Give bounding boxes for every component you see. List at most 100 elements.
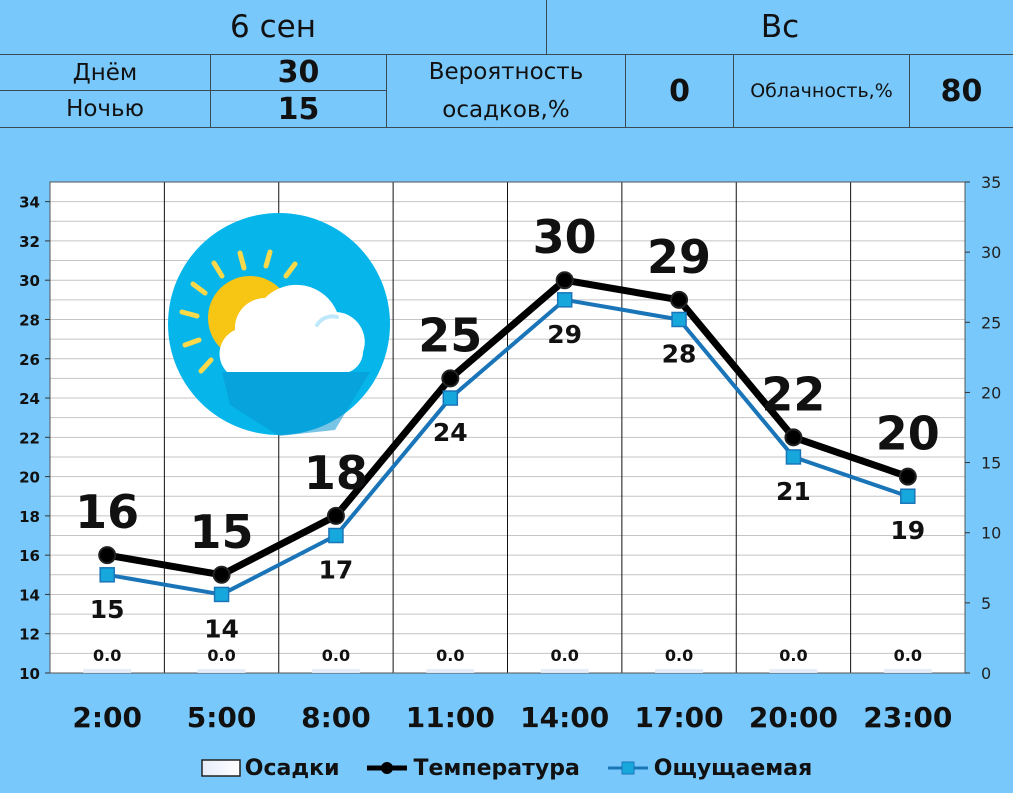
cloud-label: Облачность,% — [734, 55, 910, 128]
feels-like-data-label: 14 — [204, 614, 239, 643]
y-left-tick-label: 14 — [19, 586, 40, 604]
feels-like-marker — [785, 449, 802, 465]
day-value: 30 — [211, 55, 387, 91]
x-tick-label: 17:00 — [634, 701, 723, 734]
x-tick-label: 5:00 — [187, 701, 257, 734]
temperature-marker — [441, 369, 460, 388]
feels-like-data-label: 19 — [890, 516, 925, 545]
y-left-tick-label: 24 — [19, 390, 40, 408]
y-left-tick-label: 28 — [19, 311, 40, 329]
series — [83, 271, 932, 673]
day-label: Днём — [0, 55, 211, 91]
precip-label-line2: осадков,% — [442, 97, 570, 123]
y-left-tick-label: 16 — [19, 547, 40, 565]
precip-data-label: 0.0 — [93, 646, 121, 665]
y-right-tick-label: 0 — [981, 664, 991, 683]
y-right-tick-label: 25 — [981, 313, 1001, 332]
y-right-tick-label: 10 — [981, 524, 1001, 543]
header-table: 6 сен Вс Днём 30 Ночью 15 Вероятность ос… — [0, 0, 1013, 128]
temperature-data-label: 18 — [304, 446, 368, 500]
feels-like-data-label: 17 — [319, 556, 354, 585]
feels-like-data-label: 29 — [547, 320, 582, 349]
feels-like-line — [106, 297, 909, 597]
night-label: Ночью — [0, 91, 211, 128]
y-left-tick-label: 12 — [19, 626, 40, 644]
x-tick-label: 23:00 — [863, 701, 952, 734]
precip-bar — [540, 669, 589, 673]
y-left-tick-label: 22 — [19, 429, 40, 447]
precip-bar — [883, 669, 932, 673]
night-value: 15 — [211, 91, 387, 128]
legend-item-temp: Температура — [365, 755, 580, 781]
weekday-cell: Вс — [547, 0, 1013, 55]
temperature-marker — [212, 565, 231, 584]
feels-like-marker — [99, 567, 115, 583]
x-tick-label: 14:00 — [520, 701, 609, 734]
precip-data-label: 0.0 — [894, 646, 922, 665]
feels-like-data-label: 15 — [90, 595, 125, 624]
precip-data-label: 0.0 — [207, 646, 235, 665]
y-right-tick-label: 15 — [981, 454, 1001, 473]
feels-line-icon — [607, 761, 648, 775]
x-tick-label: 20:00 — [749, 701, 838, 734]
temperature-line — [106, 276, 909, 579]
temperature-marker — [98, 546, 117, 565]
feels-like-marker — [671, 311, 687, 328]
precip-data-label: 0.0 — [665, 646, 693, 665]
y-left-tick-label: 30 — [19, 272, 40, 290]
precip-data-label: 0.0 — [436, 646, 464, 665]
precip-bar — [83, 669, 132, 673]
y-left-tick-label: 26 — [19, 351, 40, 369]
precip-bar — [426, 669, 475, 673]
x-tick-label: 8:00 — [301, 701, 371, 734]
legend-label-precip: Осадки — [244, 755, 340, 781]
temperature-data-label: 22 — [761, 367, 825, 421]
temperature-data-label: 20 — [876, 407, 940, 461]
feels-like-data-label: 21 — [776, 477, 811, 506]
precip-label: Вероятность осадков,% — [387, 55, 626, 128]
temperature-marker — [670, 290, 689, 309]
legend-item-precip: Осадки — [201, 755, 340, 781]
cloud-value: 80 — [910, 55, 1013, 128]
temp-line-icon — [367, 762, 408, 774]
labels: 10 12 14 16 18 20 22 24 26 28 30 32 34 0 5 10 15 20 25 30 35… — [19, 173, 1001, 734]
y-left-tick-label: 18 — [19, 508, 40, 526]
grid — [45, 181, 970, 674]
plot-border — [49, 181, 966, 674]
x-tick-label: 11:00 — [406, 701, 495, 734]
date-cell: 6 сен — [0, 0, 547, 55]
legend-item-feels: Ощущаемая — [606, 756, 812, 781]
y-left-tick-label: 34 — [19, 194, 40, 212]
temperature-data-label: 16 — [75, 485, 139, 539]
legend: Осадки Температура Ощущаемая — [0, 750, 1013, 786]
partly-cloudy-icon — [168, 213, 390, 436]
temperature-data-label: 29 — [647, 230, 711, 284]
temperature-data-label: 25 — [418, 308, 482, 362]
y-right-tick-label: 35 — [981, 173, 1001, 192]
precip-swatch-icon — [201, 759, 241, 777]
temperature-marker — [326, 506, 345, 525]
precip-data-label: 0.0 — [779, 646, 807, 665]
legend-label-temp: Температура — [413, 755, 580, 781]
feels-like-marker — [442, 390, 459, 406]
x-tick-label: 2:00 — [72, 701, 142, 734]
temperature-data-label: 15 — [190, 505, 254, 559]
feels-like-marker — [900, 488, 916, 504]
weather-chart: 10 12 14 16 18 20 22 24 26 28 30 32 34 0 5 10 15 20 25 30 35… — [19, 173, 1001, 734]
y-left-tick-label: 10 — [19, 665, 40, 683]
y-right-tick-label: 30 — [981, 243, 1001, 262]
feels-like-data-label: 24 — [433, 418, 468, 447]
y-right-tick-label: 5 — [981, 594, 991, 613]
precip-value: 0 — [626, 55, 734, 128]
precip-bar — [769, 669, 818, 673]
precip-data-label: 0.0 — [322, 646, 350, 665]
y-left-tick-label: 32 — [19, 233, 40, 251]
precip-label-line1: Вероятность — [428, 59, 584, 85]
y-left-tick-label: 20 — [19, 469, 40, 487]
feels-like-marker — [328, 527, 344, 544]
precip-bar — [197, 669, 246, 673]
legend-label-feels: Ощущаемая — [653, 755, 813, 781]
temperature-marker — [898, 467, 917, 486]
feels-like-data-label: 28 — [662, 339, 697, 368]
precip-bar — [311, 669, 360, 673]
